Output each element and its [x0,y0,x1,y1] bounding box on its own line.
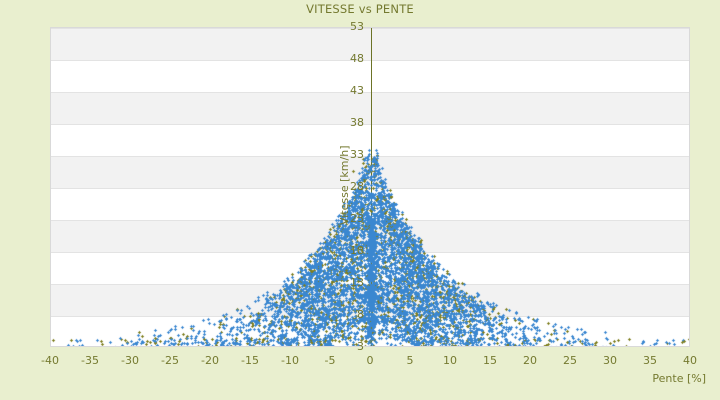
x-tick-label: -25 [161,354,179,367]
x-tick-label: 35 [643,354,657,367]
y-tick-label: 48 [350,52,364,65]
x-tick-label: -5 [324,354,336,367]
y-tick-label: 18 [350,244,364,257]
y-tick-label: 3 [357,340,364,353]
y-tick-label: 33 [350,148,364,161]
x-tick-label: 10 [443,354,457,367]
y-tick-label: 23 [350,212,364,225]
x-axis-label: Pente [%] [652,372,706,385]
x-tick-label: -30 [121,354,139,367]
x-tick-label: -15 [241,354,259,367]
x-tick-label: -35 [81,354,99,367]
x-tick-label: 0 [366,354,374,367]
y-tick-label: 13 [350,276,364,289]
y-axis-label: Vitesse [km/h] [338,145,351,226]
x-tick-label: 20 [523,354,537,367]
x-tick-label: 25 [563,354,577,367]
plot-area [50,27,690,347]
x-tick-label: -10 [281,354,299,367]
y-tick-label: 53 [350,20,364,33]
x-tick-label: 5 [406,354,414,367]
y-tick-label: 8 [357,308,364,321]
scatter-points [51,28,689,346]
x-tick-label: 40 [683,354,697,367]
y-tick-label: 28 [350,180,364,193]
y-tick-label: 43 [350,84,364,97]
y-tick-label: 38 [350,116,364,129]
x-tick-label: 30 [603,354,617,367]
page-title: VITESSE vs PENTE [306,2,414,16]
x-tick-label: -20 [201,354,219,367]
x-tick-label: 15 [483,354,497,367]
x-tick-label: -40 [41,354,59,367]
